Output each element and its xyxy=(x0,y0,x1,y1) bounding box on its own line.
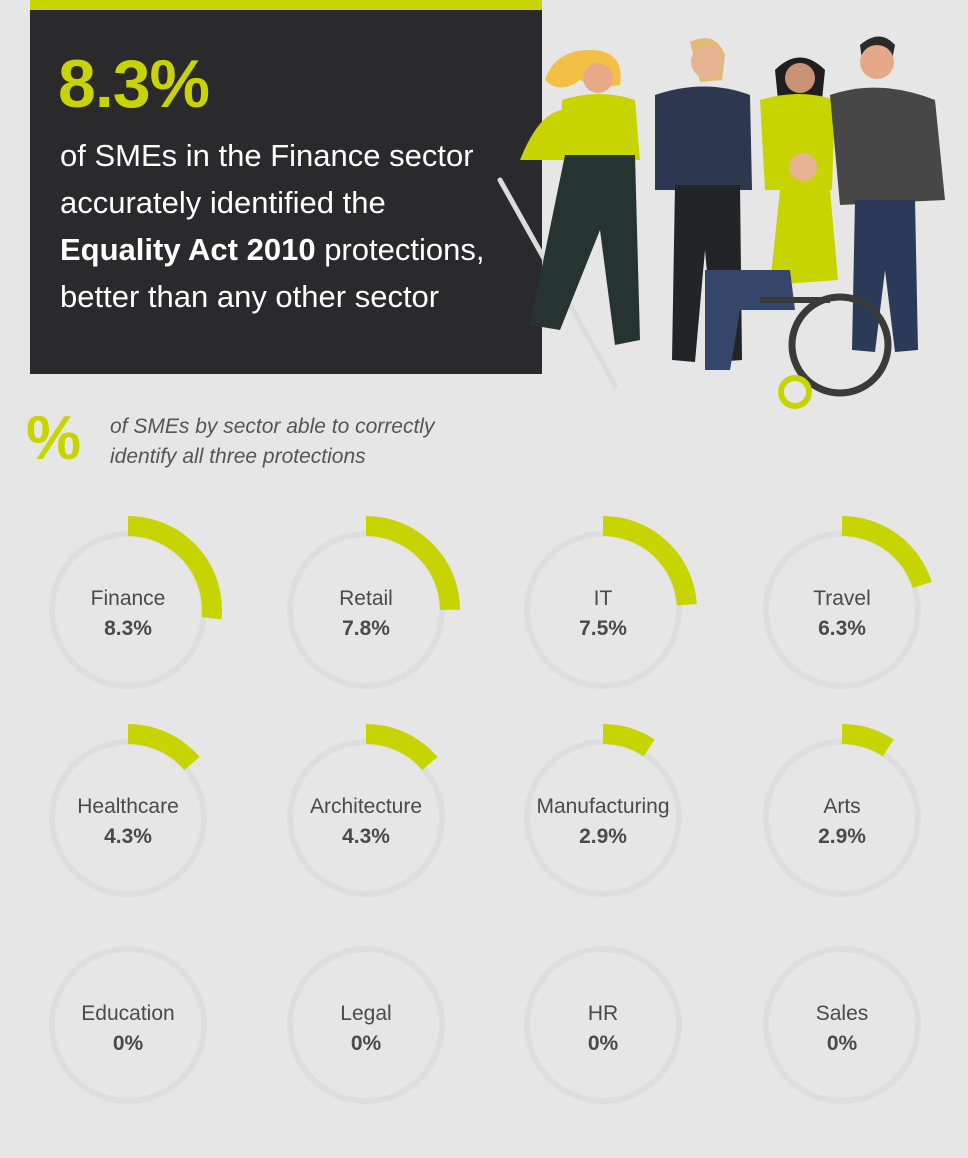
woman2-face xyxy=(785,63,815,93)
donut-track-sales xyxy=(763,946,921,1104)
man1-sweater xyxy=(655,86,752,190)
diverse-people-group-illustration xyxy=(497,36,945,409)
donut-arc-manufacturing xyxy=(602,724,655,757)
donut-value-hr: 0% xyxy=(587,1032,619,1055)
wheelchair-user-face xyxy=(789,153,817,181)
man2-trousers xyxy=(852,200,918,352)
percent-symbol: % xyxy=(26,404,82,473)
donut-track-education xyxy=(49,946,207,1104)
donut-value-retail: 7.8% xyxy=(342,617,390,640)
donut-label-it: IT xyxy=(593,587,613,610)
donut-value-arts: 2.9% xyxy=(818,825,866,848)
chart-subtitle-line-1: of SMEs by sector able to correctly xyxy=(110,415,435,438)
donut-label-education: Education xyxy=(81,1002,175,1025)
man2-sweater xyxy=(830,87,945,205)
chart-subtitle: of SMEs by sector able to correctly iden… xyxy=(110,412,490,472)
donut-arc-architecture xyxy=(365,724,438,771)
hero-line-3: Equality Act 2010 protections, xyxy=(60,234,484,265)
donut-value-travel: 6.3% xyxy=(818,617,866,640)
donut-arc-travel xyxy=(841,516,932,589)
hero-line-3-bold: Equality Act 2010 xyxy=(60,232,316,267)
hero-stat: 8.3% xyxy=(58,46,210,122)
hero-line-4: better than any other sector xyxy=(60,279,440,314)
hero-panel xyxy=(30,10,542,374)
wheelchair-user-trousers xyxy=(705,270,795,370)
donut-track-retail xyxy=(287,531,445,689)
donut-value-healthcare: 4.3% xyxy=(104,825,152,848)
donut-value-education: 0% xyxy=(112,1032,144,1055)
donut-value-legal: 0% xyxy=(350,1032,382,1055)
donut-value-manufacturing: 2.9% xyxy=(579,825,627,848)
woman-trousers xyxy=(530,155,640,345)
donut-label-legal: Legal xyxy=(340,1002,392,1025)
donut-label-architecture: Architecture xyxy=(309,795,423,818)
hero-line-1: of SMEs in the Finance sector xyxy=(60,138,474,173)
donut-track-finance xyxy=(49,531,207,689)
woman-arm xyxy=(520,110,565,160)
donut-label-retail: Retail xyxy=(339,587,393,610)
wheelchair-icon xyxy=(788,293,892,397)
donut-label-travel: Travel xyxy=(813,587,871,610)
donut-label-manufacturing: Manufacturing xyxy=(536,795,670,818)
donut-arc-arts xyxy=(841,724,894,757)
donut-track-travel xyxy=(763,531,921,689)
chart-subtitle-line-2: identify all three protections xyxy=(110,445,366,468)
donut-value-architecture: 4.3% xyxy=(342,825,390,848)
donut-label-hr: HR xyxy=(587,1002,619,1025)
donut-track-it xyxy=(524,531,682,689)
donut-label-arts: Arts xyxy=(823,795,861,818)
woman-face xyxy=(583,63,613,93)
donut-label-finance: Finance xyxy=(90,587,166,610)
donut-track-healthcare xyxy=(49,739,207,897)
donut-value-finance: 8.3% xyxy=(104,617,152,640)
donut-label-sales: Sales xyxy=(815,1002,869,1025)
man1-face xyxy=(691,46,723,78)
donut-track-hr xyxy=(524,946,682,1104)
hero-line-2: accurately identified the xyxy=(60,185,386,220)
donut-label-healthcare: Healthcare xyxy=(77,795,179,818)
hero-line-3-rest: protections, xyxy=(315,232,485,267)
donut-track-arts xyxy=(763,739,921,897)
woman-top xyxy=(560,94,640,160)
donut-track-legal xyxy=(287,946,445,1104)
donut-track-manufacturing xyxy=(524,739,682,897)
wheelchair-user-top xyxy=(770,185,838,285)
wheelchair-front-wheel xyxy=(778,375,812,409)
donut-value-it: 7.5% xyxy=(579,617,627,640)
donut-track-architecture xyxy=(287,739,445,897)
top-accent-strip xyxy=(30,0,542,10)
donut-value-sales: 0% xyxy=(826,1032,858,1055)
donut-arc-healthcare xyxy=(127,724,200,771)
man2-face xyxy=(860,45,894,79)
